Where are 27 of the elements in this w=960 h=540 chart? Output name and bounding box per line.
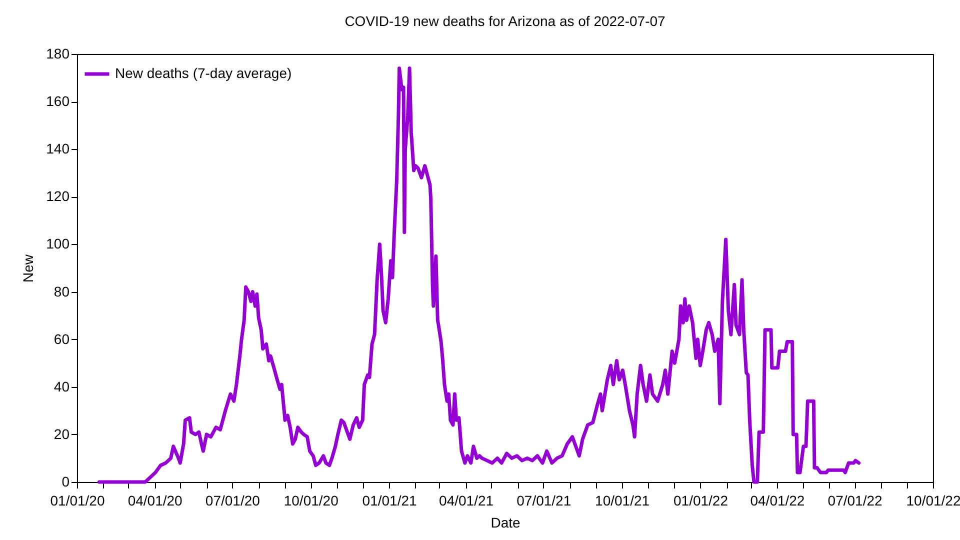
y-tick-label: 40 xyxy=(54,378,70,394)
x-tick-label: 04/01/20 xyxy=(128,492,183,508)
x-tick-label: 04/01/21 xyxy=(439,492,494,508)
y-tick-label: 20 xyxy=(54,426,70,442)
y-tick-label: 180 xyxy=(46,46,70,62)
y-tick-label: 160 xyxy=(46,93,70,110)
x-tick-label: 07/01/22 xyxy=(828,492,883,508)
x-tick-label: 10/01/22 xyxy=(906,492,960,508)
y-tick-label: 60 xyxy=(54,330,70,347)
x-tick-label: 01/01/20 xyxy=(50,492,105,508)
y-tick-label: 140 xyxy=(46,140,70,157)
y-tick-label: 100 xyxy=(46,236,70,252)
x-tick-label: 07/01/21 xyxy=(516,492,572,508)
legend-label: New deaths (7-day average) xyxy=(115,65,292,81)
y-tick-label: 120 xyxy=(46,188,70,204)
chart-title: COVID-19 new deaths for Arizona as of 2022-07-07 xyxy=(344,13,666,29)
x-tick-label: 10/01/21 xyxy=(595,492,650,508)
y-tick-label: 80 xyxy=(54,283,70,300)
x-tick-label: 07/01/20 xyxy=(205,492,260,508)
x-axis-title: Date xyxy=(490,514,520,530)
x-tick-label: 10/01/20 xyxy=(284,492,339,508)
y-tick-label: 0 xyxy=(62,474,70,490)
x-tick-label: 04/01/22 xyxy=(750,492,805,508)
x-tick-label: 01/01/21 xyxy=(362,492,418,508)
y-axis-title: New xyxy=(20,254,36,283)
line-series xyxy=(97,66,861,484)
x-tick-label: 01/01/22 xyxy=(673,492,728,508)
